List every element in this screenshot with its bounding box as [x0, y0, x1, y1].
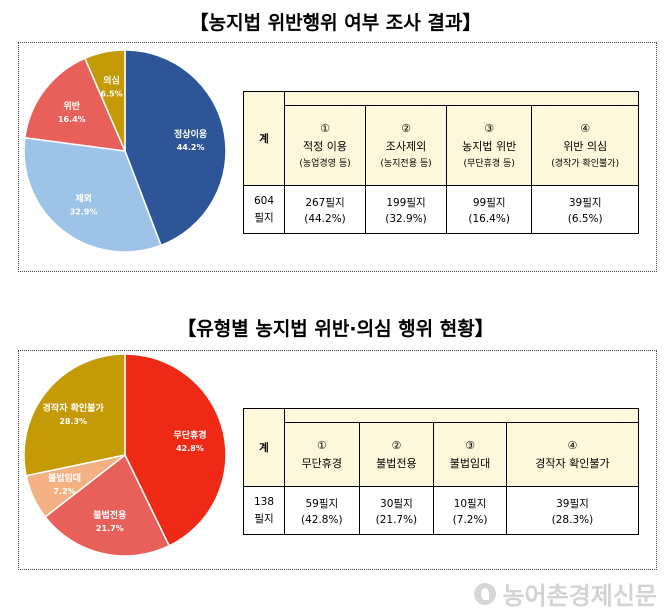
chart1-header-band	[284, 91, 639, 106]
pie-slice	[23, 136, 162, 253]
chart1-table: 계 ① 적정 이용 (농업경영 등) ② 조사제외 (농지전용 등) ③ 농지법 위반 (무…	[243, 91, 639, 234]
slice-percent-label: 28.3%	[59, 417, 87, 426]
chart1-value-cell: 39필지 (6.5%)	[531, 185, 639, 234]
chart2-header-band	[284, 408, 639, 423]
slice-label: 무단휴경	[173, 429, 206, 441]
chart1-value-cell: 199필지 (32.9%)	[365, 185, 447, 234]
watermark-text: 농어촌경제신문	[502, 582, 657, 610]
chart2-total-cell: 138 필지	[243, 486, 285, 535]
slice-label: 정상이용	[174, 128, 207, 140]
chart2-total-header: 계	[243, 408, 285, 487]
chart1-total-header: 계	[243, 91, 285, 186]
chart2-col-header: ② 불법전용	[358, 422, 435, 487]
chart2-value-cell: 10필지 (7.2%)	[433, 486, 507, 535]
pie-slice	[24, 57, 127, 152]
slice-percent-label: 32.9%	[70, 207, 98, 216]
chart1-col-header: ② 조사제외 (농지전용 등)	[365, 105, 447, 186]
chart1-panel	[18, 42, 657, 272]
chart1-col-header: ① 적정 이용 (농업경영 등)	[284, 105, 366, 186]
chart2-value-cell: 59필지 (42.8%)	[284, 486, 360, 535]
slice-percent-label: 6.5%	[100, 90, 122, 99]
newspaper-logo-icon	[474, 582, 497, 605]
pie-slice	[23, 353, 126, 477]
chart2-value-cell: 39필지 (28.3%)	[505, 486, 640, 535]
publisher-watermark: 농어촌경제신문	[474, 576, 657, 611]
slice-label: 불법전용	[93, 509, 126, 521]
chart2-panel	[18, 350, 657, 570]
chart1-value-cell: 99필지 (16.4%)	[445, 185, 533, 234]
slice-percent-label: 42.8%	[176, 444, 204, 453]
pie-slice	[44, 453, 171, 557]
slice-label: 불법임대	[48, 472, 81, 484]
slice-label: 경작자 확인불가	[43, 402, 105, 414]
pie-slice	[124, 49, 227, 247]
chart2-table: 계 ① 무단휴경 ② 불법전용 ③ 불법임대 ④ 경작자 확인불가 138 필지 59필지…	[243, 408, 640, 535]
chart2-col-header: ① 무단휴경	[284, 422, 360, 487]
chart2-pie: 무단휴경 42.8% 불법전용 21.7% 불법임대 7.2% 경작자 확인불가 28.3%	[23, 353, 227, 557]
slice-percent-label: 16.4%	[58, 115, 86, 124]
pie-slice	[124, 353, 227, 547]
chart2-col-header: ③ 불법임대	[433, 422, 507, 487]
slice-label: 위반	[64, 100, 81, 112]
slice-percent-label: 21.7%	[96, 524, 124, 533]
chart1-value-cell: 267필지 (44.2%)	[284, 185, 366, 234]
chart2-title: 【유형별 농지법 위반·의심 행위 현황】	[177, 318, 494, 340]
slice-label: 제외	[75, 192, 92, 204]
chart1-pie: 정상이용 44.2% 제외 32.9% 위반 16.4% 의심 6.5%	[23, 49, 227, 253]
slice-percent-label: 7.2%	[53, 487, 75, 496]
chart2-value-cell: 30필지 (21.7%)	[358, 486, 435, 535]
slice-percent-label: 44.2%	[177, 143, 205, 152]
pie-slice	[83, 49, 126, 152]
chart1-col-header: ③ 농지법 위반 (무단휴경 등)	[445, 105, 533, 186]
chart1-total-cell: 604 필지	[243, 185, 285, 234]
chart2-col-header: ④ 경작자 확인불가	[505, 422, 640, 487]
chart1-title: 【농지법 위반행위 여부 조사 결과】	[189, 12, 482, 34]
slice-label: 의심	[103, 75, 120, 87]
chart1-col-header: ④ 위반 의심 (경작가 확인불가)	[531, 105, 639, 186]
